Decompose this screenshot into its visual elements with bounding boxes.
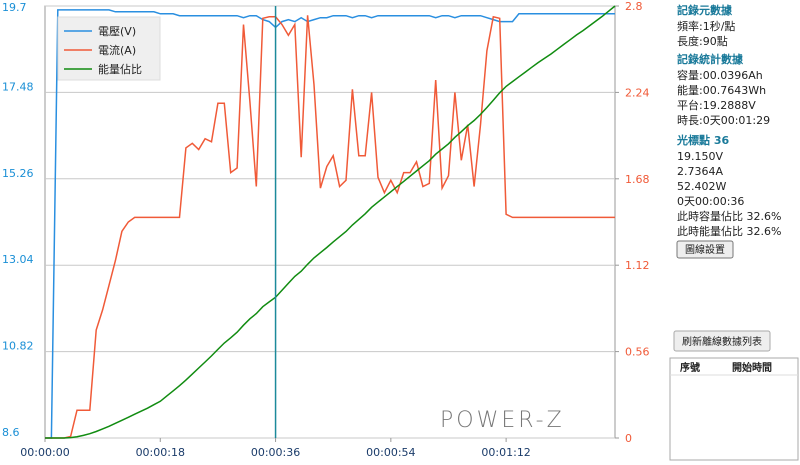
button-frame — [673, 330, 771, 352]
y2-tick-label: 0 — [625, 432, 632, 445]
table-header: 序號 — [680, 361, 700, 374]
section-title: 光標點 36 — [676, 133, 729, 147]
y-tick-label: 17.48 — [2, 80, 34, 93]
section-title: 記錄元數據 — [677, 3, 733, 17]
settings-button[interactable]: 圖線設置 — [676, 240, 734, 259]
y-tick-label: 8.6 — [2, 426, 20, 439]
y2-tick-label: 1.68 — [625, 173, 650, 186]
y2-tick-label: 0.56 — [625, 346, 650, 359]
table-header: 開始時間 — [732, 361, 772, 374]
x-tick-label: 00:00:36 — [251, 446, 300, 459]
series-line — [45, 9, 615, 439]
button-label: 刷新離線數據列表 — [682, 335, 762, 348]
series-line — [45, 5, 616, 439]
side-panel: 記錄元數據 頻率:1秒/點 長度:90點 記錄統計數據 容量:00.0396Ah… — [669, 3, 799, 461]
info: 52.402W — [677, 180, 726, 193]
legend-label: 電壓(V) — [98, 25, 136, 38]
legend-label: 能量佔比 — [98, 62, 142, 76]
info: 能量:00.7643Wh — [677, 83, 766, 97]
section-title: 記錄統計數據 — [677, 52, 744, 66]
x-tick-label: 00:00:00 — [20, 446, 69, 459]
y-tick-label: 13.04 — [2, 253, 34, 266]
info: 平台:19.2888V — [677, 98, 756, 112]
y2-tick-label: 2.24 — [625, 86, 650, 99]
info: 此時容量佔比 32.6% — [677, 209, 781, 223]
y2-tick-label: 2.8 — [625, 0, 643, 13]
info: 長度:90點 — [677, 34, 728, 48]
legend-label: 電流(A) — [98, 43, 136, 57]
watermark: POWER-Z — [440, 408, 565, 433]
chart: 8.6 10.82 13.04 15.26 17.48 19.7 0 0.56 1.12 1.68… — [2, 0, 650, 459]
button-frame — [676, 240, 734, 259]
info: 19.150V — [677, 150, 723, 163]
info: 2.7364A — [677, 165, 723, 178]
x-tick-label: 00:00:54 — [366, 446, 415, 459]
button-label: 圖線設置 — [685, 243, 725, 256]
y-tick-label: 19.7 — [2, 1, 27, 14]
info: 時長:0天00:01:29 — [677, 114, 770, 127]
info: 0天00:00:36 — [677, 195, 744, 208]
refresh-button[interactable]: 刷新離線數據列表 — [673, 330, 771, 352]
y-tick-label: 10.82 — [2, 340, 34, 353]
x-tick-label: 00:01:12 — [481, 446, 530, 459]
info: 頻率:1秒/點 — [677, 19, 735, 33]
info: 容量:00.0396Ah — [677, 68, 763, 82]
info: 此時能量佔比 32.6% — [677, 224, 781, 238]
series-line — [45, 15, 615, 439]
y-tick-label: 15.26 — [2, 167, 34, 180]
x-tick-label: 00:00:18 — [136, 446, 185, 459]
y2-tick-label: 1.12 — [625, 259, 650, 272]
